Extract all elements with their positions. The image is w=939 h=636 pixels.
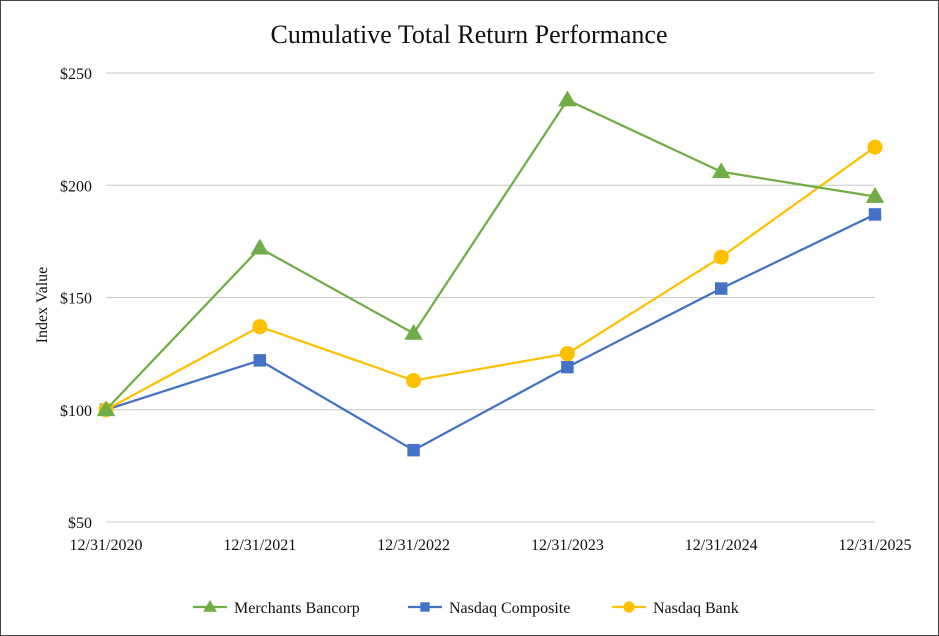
series-triangle bbox=[96, 90, 885, 417]
legend-marker bbox=[623, 601, 635, 613]
y-tick-labels: $50 $100 $150 $200 $250 bbox=[60, 66, 92, 532]
data-point bbox=[252, 319, 268, 335]
y-tick-label: $150 bbox=[60, 291, 92, 308]
legend-item: Merchants Bancorp bbox=[193, 599, 360, 617]
y-axis-label: Index Value bbox=[34, 267, 51, 344]
legend-label: Nasdaq Bank bbox=[653, 600, 739, 617]
x-tick-label: 12/31/2020 bbox=[70, 537, 143, 554]
legend-label: Merchants Bancorp bbox=[234, 600, 360, 617]
data-point bbox=[406, 373, 422, 389]
chart-title: Cumulative Total Return Performance bbox=[271, 20, 668, 49]
y-tick-label: $100 bbox=[60, 403, 92, 420]
data-point bbox=[250, 238, 270, 255]
data-point bbox=[96, 400, 116, 417]
x-tick-labels: 12/31/2020 12/31/2021 12/31/2022 12/31/2023… bbox=[70, 537, 912, 554]
series-square bbox=[99, 208, 882, 457]
x-tick-label: 12/31/2024 bbox=[685, 537, 758, 554]
x-tick-label: 12/31/2025 bbox=[839, 537, 912, 554]
data-point bbox=[867, 139, 883, 155]
data-point bbox=[711, 162, 731, 179]
y-tick-label: $50 bbox=[68, 515, 92, 532]
series-line bbox=[105, 146, 876, 411]
x-tick-label: 12/31/2022 bbox=[377, 537, 450, 554]
data-point bbox=[561, 360, 574, 374]
x-tick-label: 12/31/2021 bbox=[223, 537, 296, 554]
legend-item: Nasdaq Composite bbox=[408, 600, 570, 617]
legend-label: Nasdaq Composite bbox=[449, 600, 570, 617]
series-line bbox=[105, 98, 876, 411]
data-point bbox=[559, 346, 575, 362]
data-point bbox=[407, 443, 420, 457]
series-circle bbox=[98, 139, 883, 418]
legend-marker bbox=[420, 602, 430, 612]
data-point bbox=[714, 282, 728, 295]
legend: Merchants Bancorp Nasdaq Composite Nasdaq … bbox=[193, 599, 739, 617]
series-lines bbox=[96, 90, 885, 457]
x-tick-label: 12/31/2023 bbox=[531, 537, 604, 554]
legend-item: Nasdaq Bank bbox=[612, 600, 739, 617]
data-point bbox=[868, 208, 882, 221]
gridlines bbox=[106, 72, 875, 523]
y-tick-label: $200 bbox=[60, 178, 92, 195]
legend-marker bbox=[203, 599, 217, 612]
data-point bbox=[558, 90, 577, 107]
data-point bbox=[404, 323, 423, 340]
data-point bbox=[865, 187, 885, 203]
data-point bbox=[253, 354, 267, 367]
y-tick-label: $250 bbox=[60, 66, 92, 83]
data-point bbox=[713, 249, 729, 265]
series-line bbox=[105, 213, 876, 452]
